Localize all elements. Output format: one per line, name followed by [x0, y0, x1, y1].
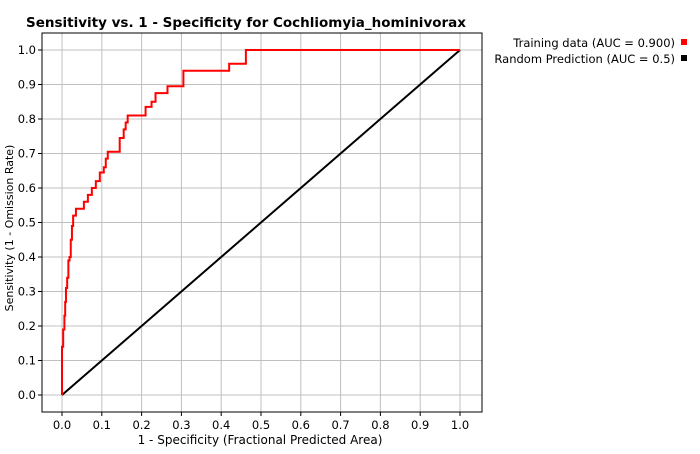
axis-ticks: 0.0 0.1 0.2 0.3 0.4 0.5 0.6 0.7 0.8 0.9 1.0 0.0 0.1 0…	[18, 43, 469, 432]
legend-label: Training data (AUC = 0.900)	[512, 36, 675, 50]
y-tick-label: 0.9	[18, 78, 36, 92]
y-tick-label: 1.0	[18, 43, 36, 57]
x-tick-label: 0.1	[93, 418, 111, 432]
chart-title: Sensitivity vs. 1 - Specificity for Coch…	[26, 15, 466, 31]
x-tick-label: 1.0	[451, 418, 469, 432]
random-prediction-line	[61, 49, 461, 396]
y-tick-label: 0.5	[18, 216, 36, 230]
x-tick-label: 0.0	[53, 418, 71, 432]
x-tick-label: 0.4	[212, 418, 230, 432]
y-tick-label: 0.6	[18, 181, 36, 195]
x-tick-label: 0.3	[172, 418, 190, 432]
x-tick-label: 0.5	[252, 418, 270, 432]
x-tick-label: 0.9	[411, 418, 429, 432]
y-tick-label: 0.4	[18, 250, 36, 264]
x-axis-label: 1 - Specificity (Fractional Predicted Ar…	[138, 433, 383, 447]
x-tick-label: 0.6	[292, 418, 310, 432]
y-tick-label: 0.8	[18, 112, 36, 126]
y-tick-label: 0.3	[18, 285, 36, 299]
y-tick-label: 0.2	[18, 319, 36, 333]
legend: Training data (AUC = 0.900) Random Predic…	[494, 36, 687, 66]
y-tick-label: 0.0	[18, 388, 36, 402]
legend-swatch	[681, 55, 687, 61]
series-lines	[61, 49, 461, 396]
legend-swatch	[681, 39, 687, 45]
training-data-line	[61, 49, 460, 395]
y-tick-label: 0.1	[18, 354, 36, 368]
x-tick-label: 0.2	[132, 418, 150, 432]
y-tick-label: 0.7	[18, 147, 36, 161]
y-axis-label: Sensitivity (1 - Omission Rate)	[3, 145, 16, 312]
x-tick-label: 0.8	[371, 418, 389, 432]
x-tick-label: 0.7	[331, 418, 349, 432]
legend-label: Random Prediction (AUC = 0.5)	[494, 52, 675, 66]
